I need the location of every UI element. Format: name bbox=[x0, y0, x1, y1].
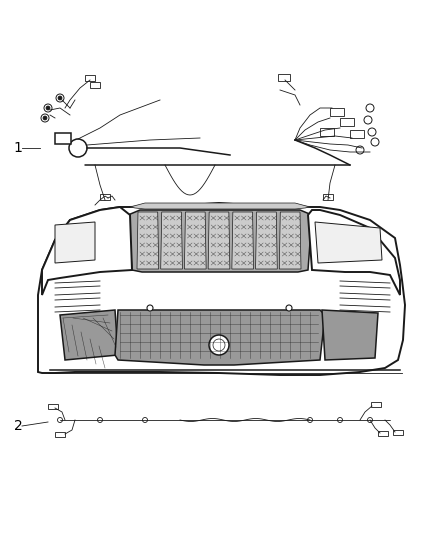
Text: 2: 2 bbox=[14, 419, 22, 433]
Circle shape bbox=[147, 305, 153, 311]
Circle shape bbox=[57, 417, 63, 423]
FancyBboxPatch shape bbox=[55, 133, 71, 144]
Circle shape bbox=[356, 146, 364, 154]
Circle shape bbox=[286, 305, 292, 311]
Circle shape bbox=[368, 128, 376, 136]
FancyBboxPatch shape bbox=[393, 430, 403, 435]
Polygon shape bbox=[42, 207, 132, 295]
Circle shape bbox=[371, 138, 379, 146]
Circle shape bbox=[307, 417, 312, 423]
Polygon shape bbox=[130, 203, 310, 209]
Polygon shape bbox=[322, 310, 378, 360]
Circle shape bbox=[56, 94, 64, 102]
Circle shape bbox=[142, 417, 148, 423]
FancyBboxPatch shape bbox=[90, 82, 100, 88]
FancyBboxPatch shape bbox=[48, 404, 58, 409]
Polygon shape bbox=[184, 212, 206, 269]
FancyBboxPatch shape bbox=[100, 194, 110, 200]
Polygon shape bbox=[55, 222, 95, 263]
Circle shape bbox=[41, 114, 49, 122]
Circle shape bbox=[43, 116, 47, 120]
Polygon shape bbox=[255, 212, 277, 269]
Polygon shape bbox=[137, 212, 159, 269]
FancyBboxPatch shape bbox=[340, 118, 354, 126]
Circle shape bbox=[364, 116, 372, 124]
Polygon shape bbox=[128, 210, 312, 272]
Circle shape bbox=[209, 335, 229, 355]
Polygon shape bbox=[60, 310, 118, 360]
Circle shape bbox=[44, 104, 52, 112]
FancyBboxPatch shape bbox=[323, 194, 333, 200]
FancyBboxPatch shape bbox=[330, 108, 344, 116]
Polygon shape bbox=[279, 212, 301, 269]
Circle shape bbox=[98, 417, 102, 423]
Text: 1: 1 bbox=[14, 141, 22, 155]
Polygon shape bbox=[232, 212, 254, 269]
Circle shape bbox=[69, 139, 87, 157]
FancyBboxPatch shape bbox=[320, 128, 334, 136]
Polygon shape bbox=[208, 212, 230, 269]
Polygon shape bbox=[161, 212, 183, 269]
Circle shape bbox=[58, 96, 62, 100]
FancyBboxPatch shape bbox=[378, 431, 388, 436]
Circle shape bbox=[338, 417, 343, 423]
Circle shape bbox=[367, 417, 372, 423]
Polygon shape bbox=[315, 222, 382, 263]
FancyBboxPatch shape bbox=[278, 74, 290, 81]
FancyBboxPatch shape bbox=[371, 402, 381, 407]
Circle shape bbox=[213, 339, 225, 351]
Polygon shape bbox=[115, 310, 325, 365]
Polygon shape bbox=[38, 203, 405, 375]
FancyBboxPatch shape bbox=[350, 130, 364, 138]
Circle shape bbox=[46, 106, 50, 110]
Polygon shape bbox=[308, 210, 400, 295]
FancyBboxPatch shape bbox=[55, 432, 65, 437]
FancyBboxPatch shape bbox=[85, 75, 95, 81]
Circle shape bbox=[366, 104, 374, 112]
